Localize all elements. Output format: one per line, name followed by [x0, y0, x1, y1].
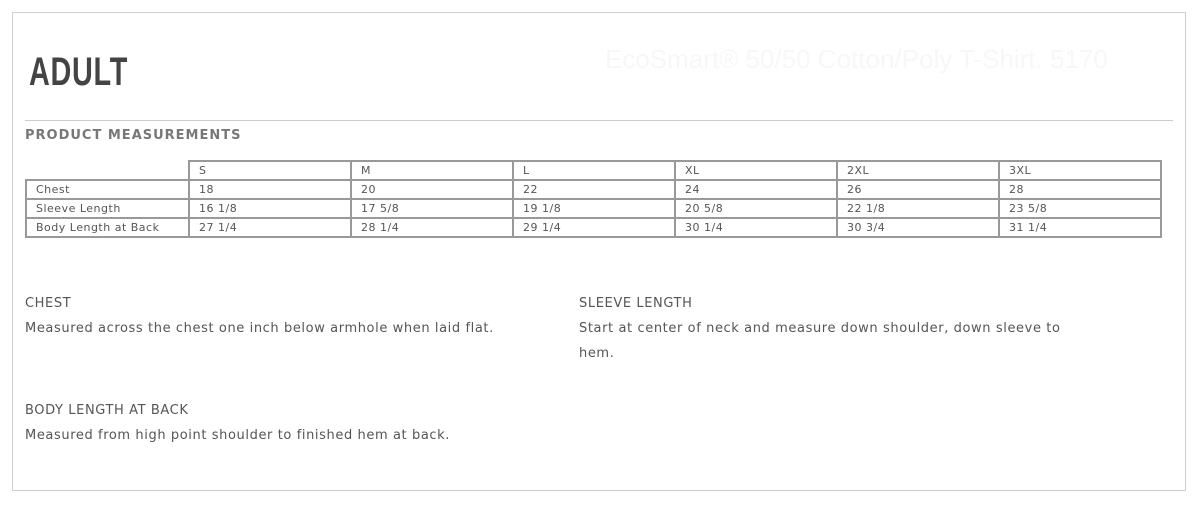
table-cell: 31 1/4 [998, 217, 1162, 238]
table-cell: 26 [836, 179, 1000, 200]
table-row: Sleeve Length 16 1/8 17 5/8 19 1/8 20 5/… [25, 198, 1162, 219]
table-cell: 20 [350, 179, 514, 200]
size-chart-frame [12, 12, 1186, 491]
sleeve-description: SLEEVE LENGTH Start at center of neck an… [579, 291, 1099, 366]
body-length-text: Measured from high point shoulder to fin… [25, 428, 450, 443]
table-cell: 28 1/4 [350, 217, 514, 238]
table-cell: 16 1/8 [188, 198, 352, 219]
body-length-title: BODY LENGTH AT BACK [25, 403, 189, 418]
sleeve-title: SLEEVE LENGTH [579, 296, 693, 311]
table-cell: 30 1/4 [674, 217, 838, 238]
section-title: PRODUCT MEASUREMENTS [25, 128, 242, 143]
page-title: ADULT [29, 50, 129, 94]
product-name-watermark: EcoSmart® 50/50 Cotton/Poly T-Shirt. 517… [605, 44, 1108, 74]
size-header: 2XL [836, 160, 1000, 181]
table-cell: 23 5/8 [998, 198, 1162, 219]
row-label: Chest [25, 179, 190, 200]
size-header: S [188, 160, 352, 181]
table-cell: 22 [512, 179, 676, 200]
row-label: Sleeve Length [25, 198, 190, 219]
table-cell: 24 [674, 179, 838, 200]
table-cell: 27 1/4 [188, 217, 352, 238]
body-length-description: BODY LENGTH AT BACK Measured from high p… [25, 398, 545, 448]
empty-corner-cell [26, 161, 189, 181]
chest-description: CHEST Measured across the chest one inch… [25, 291, 545, 341]
table-cell: 17 5/8 [350, 198, 514, 219]
table-cell: 20 5/8 [674, 198, 838, 219]
row-label: Body Length at Back [25, 217, 190, 238]
measurements-table: S M L XL 2XL 3XL Chest 18 20 22 24 26 28… [25, 160, 1162, 238]
size-header: XL [674, 160, 838, 181]
table-cell: 29 1/4 [512, 217, 676, 238]
table-cell: 22 1/8 [836, 198, 1000, 219]
sleeve-text: Start at center of neck and measure down… [579, 321, 1061, 361]
table-row: Body Length at Back 27 1/4 28 1/4 29 1/4… [25, 217, 1162, 238]
table-cell: 18 [188, 179, 352, 200]
table-row: Chest 18 20 22 24 26 28 [25, 179, 1162, 200]
table-header-row: S M L XL 2XL 3XL [26, 160, 1162, 181]
size-header: M [350, 160, 514, 181]
table-cell: 30 3/4 [836, 217, 1000, 238]
size-header: 3XL [998, 160, 1162, 181]
table-cell: 19 1/8 [512, 198, 676, 219]
chest-title: CHEST [25, 296, 72, 311]
chest-text: Measured across the chest one inch below… [25, 321, 494, 336]
divider [25, 120, 1173, 121]
size-header: L [512, 160, 676, 181]
table-cell: 28 [998, 179, 1162, 200]
